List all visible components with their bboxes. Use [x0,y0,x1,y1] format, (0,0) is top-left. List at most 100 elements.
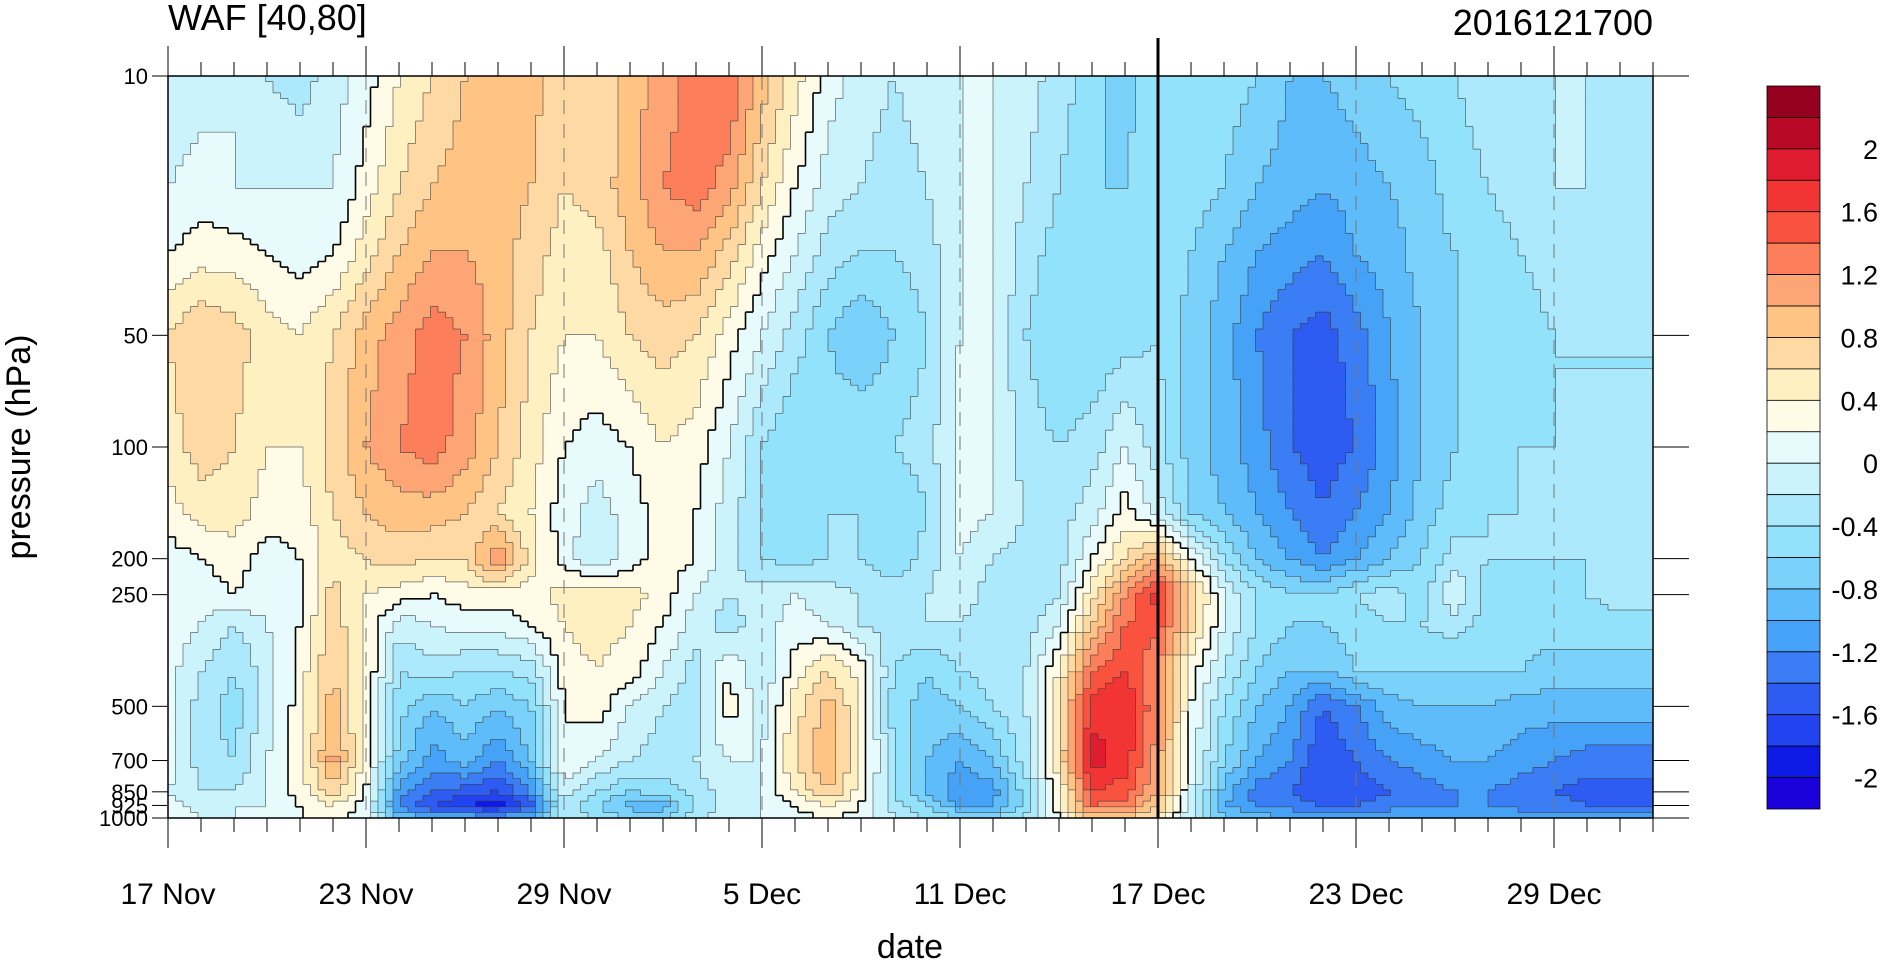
field-cell [911,87,919,93]
field-cell [438,93,446,99]
field-cell [1331,82,1339,88]
field-cell [318,76,326,82]
field-cell [926,93,934,99]
field-cell [1541,98,1549,104]
field-cell [251,98,259,104]
field-cell [798,87,806,93]
field-cell [701,93,709,99]
field-cell [1278,76,1286,82]
field-cell [618,104,626,110]
field-cell [1286,98,1294,104]
field-cell [236,87,244,93]
field-cell [588,82,596,88]
field-cell [1046,93,1054,99]
field-cell [191,76,199,82]
field-cell [903,87,911,93]
field-cell [1211,93,1219,99]
field-cell [783,98,791,104]
field-cell [603,93,611,99]
field-cell [1181,87,1189,93]
field-cell [1361,82,1369,88]
field-cell [1616,76,1624,82]
field-cell [911,98,919,104]
field-cell [978,82,986,88]
field-cell [1166,104,1174,110]
field-cell [626,76,634,82]
field-cell [1098,76,1106,82]
field-cell [1511,104,1519,110]
field-cell [663,76,671,82]
field-cell [1091,82,1099,88]
field-cell [1623,87,1631,93]
field-cell [1571,82,1579,88]
field-cell [566,82,574,88]
field-cell [393,93,401,99]
field-cell [1166,82,1174,88]
field-cell [1481,104,1489,110]
field-cell [1391,104,1399,110]
field-cell [303,76,311,82]
field-cell [281,104,289,110]
field-cell [326,82,334,88]
field-cell [926,98,934,104]
field-cell [693,76,701,82]
field-cell [581,98,589,104]
field-cell [693,93,701,99]
field-cell [1143,76,1151,82]
field-cell [986,82,994,88]
field-cell [1166,93,1174,99]
field-cell [243,98,251,104]
field-cell [1091,93,1099,99]
field-cell [528,93,536,99]
field-cell [498,104,506,110]
field-cell [191,82,199,88]
field-cell [798,104,806,110]
field-cell [1443,82,1451,88]
field-cell [408,82,416,88]
field-cell [1616,98,1624,104]
field-cell [776,76,784,82]
field-cell [1443,104,1451,110]
field-cell [371,87,379,93]
field-cell [461,98,469,104]
field-cell [356,87,364,93]
field-cell [596,87,604,93]
field-cell [843,76,851,82]
field-cell [678,98,686,104]
field-cell [1016,87,1024,93]
field-cell [1136,87,1144,93]
field-cell [648,93,656,99]
field-cell [1428,104,1436,110]
field-cell [1481,87,1489,93]
field-cell [1278,82,1286,88]
field-cell [363,82,371,88]
field-cell [1271,98,1279,104]
field-cell [176,104,184,110]
field-cell [206,98,214,104]
field-cell [971,98,979,104]
field-cell [1496,87,1504,93]
field-cell [371,98,379,104]
field-cell [378,104,386,110]
field-cell [1361,98,1369,104]
field-cell [611,76,619,82]
field-cell [671,76,679,82]
field-cell [603,104,611,110]
field-cell [1083,93,1091,99]
field-cell [206,87,214,93]
field-cell [716,98,724,104]
field-cell [1233,76,1241,82]
field-cell [221,98,229,104]
field-cell [521,98,529,104]
field-cell [836,82,844,88]
field-cell [1451,98,1459,104]
field-cell [633,93,641,99]
field-cell [1496,76,1504,82]
field-cell [221,76,229,82]
field-cell [791,76,799,82]
field-cell [978,87,986,93]
field-cell [821,87,829,93]
field-cell [551,98,559,104]
field-cell [1076,104,1084,110]
field-cell [1586,98,1594,104]
